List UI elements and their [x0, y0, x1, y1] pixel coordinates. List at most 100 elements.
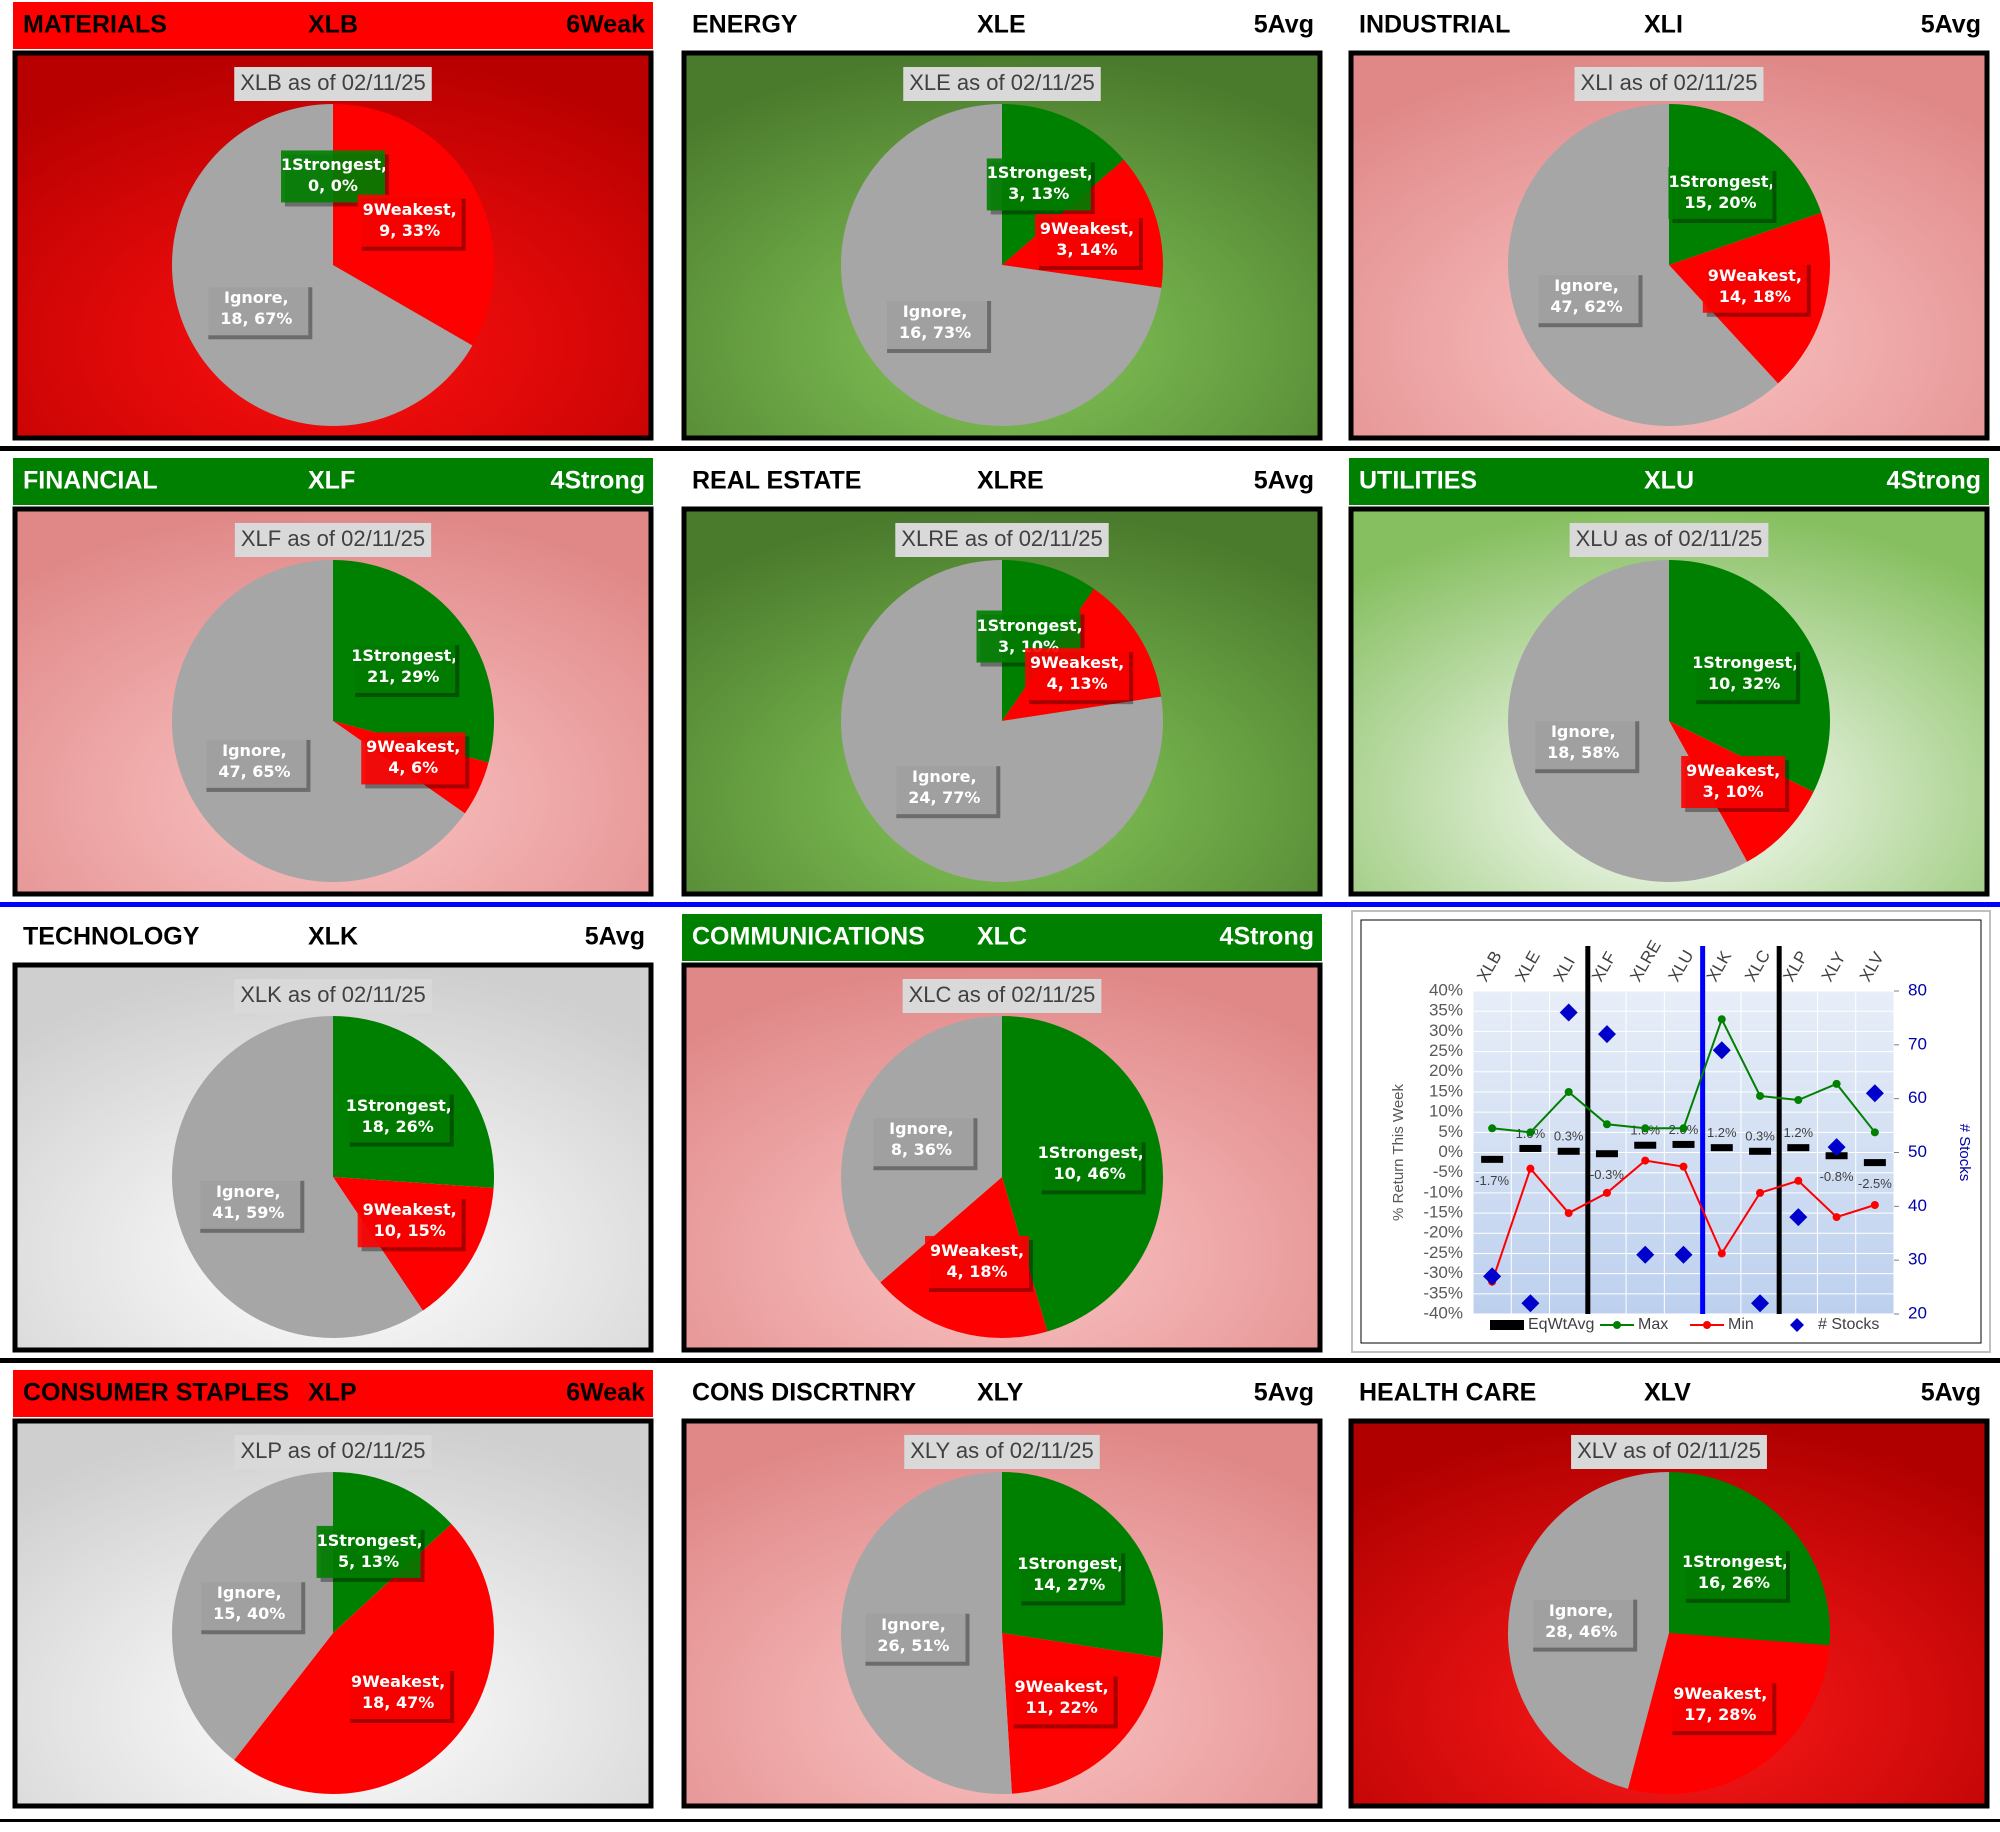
- label-box: [1534, 271, 1639, 324]
- label-box: [869, 1114, 974, 1167]
- separator: [0, 1819, 2000, 1822]
- diamond-marker: [1751, 1294, 1770, 1313]
- label-box: [925, 1235, 1030, 1288]
- data-label: Ignore, 15, 40%: [213, 1583, 286, 1624]
- data-label: 9Weakest, 17, 28%: [1673, 1684, 1768, 1725]
- title-box: [902, 979, 1102, 1013]
- data-label-frame: 1Strongest, 5, 13%: [316, 1530, 421, 1571]
- label-box: [202, 735, 307, 788]
- header-bar: [13, 914, 653, 961]
- data-label-frame: 9Weakest, 11, 22%: [1015, 1677, 1109, 1717]
- separator: [0, 902, 2000, 907]
- chart-title: XLY as of 02/11/25: [910, 1438, 1093, 1463]
- label-box: [1025, 648, 1130, 701]
- chart-title: XLI as of 02/11/25: [1581, 70, 1758, 95]
- y-tick-label: 25%: [1429, 1041, 1463, 1060]
- label-box: [281, 150, 385, 203]
- diamond-marker: [1712, 1041, 1731, 1060]
- avg-marker: [1519, 1144, 1542, 1152]
- diamond-marker: [1674, 1245, 1693, 1264]
- label-box: [1009, 1672, 1114, 1725]
- line-point: [1832, 1213, 1841, 1222]
- rating: 5Avg: [1254, 11, 1314, 39]
- data-label: 1Strongest, 21, 29%: [351, 646, 456, 687]
- line-point: [1870, 1128, 1879, 1137]
- y2-tick-label: 30: [1908, 1250, 1927, 1269]
- data-label: 9Weakest, 10, 15%: [362, 1200, 457, 1241]
- label-box: [1034, 214, 1139, 267]
- line-point: [1526, 1128, 1535, 1137]
- diamond-marker: [1636, 1245, 1655, 1264]
- data-label: 1Strongest, 10, 32%: [1692, 653, 1797, 694]
- header-bar: [682, 2, 1322, 49]
- header-bar: [682, 1370, 1322, 1417]
- chart-title: XLF as of 02/11/25: [241, 526, 425, 551]
- y2-tick-label: 50: [1908, 1142, 1927, 1161]
- rating: 6Weak: [566, 1379, 645, 1407]
- label-box: [1531, 717, 1636, 770]
- y-tick-label: -10%: [1423, 1182, 1463, 1201]
- y2-tick-label: 40: [1908, 1196, 1927, 1215]
- line-point: [1564, 1087, 1573, 1096]
- legend-key: [1490, 1320, 1524, 1330]
- data-label-frame: 9Weakest, 17, 28%: [1673, 1684, 1768, 1725]
- label-box: [351, 641, 456, 694]
- avg-marker: [1557, 1147, 1580, 1155]
- line-point: [1641, 1156, 1650, 1165]
- avg-marker: [1634, 1141, 1657, 1149]
- y-tick-label: 5%: [1438, 1122, 1463, 1141]
- ticker: XLK: [308, 923, 358, 951]
- chart-title: XLE as of 02/11/25: [909, 70, 1095, 95]
- data-label: 1Strongest, 14, 27%: [1017, 1554, 1122, 1595]
- value-label: 1.2%: [1783, 1125, 1813, 1140]
- label-box: [892, 762, 997, 815]
- ticker: XLRE: [977, 467, 1044, 495]
- line-point: [1679, 1124, 1688, 1133]
- value-label: -0.8%: [1820, 1169, 1854, 1184]
- data-label: 9Weakest, 18, 47%: [351, 1671, 446, 1712]
- data-label: 9Weakest, 3, 10%: [1686, 761, 1781, 801]
- label-box: [1668, 1679, 1773, 1732]
- header-bar: [13, 1370, 653, 1417]
- ticker: XLY: [977, 1379, 1024, 1407]
- title-box: [1571, 1435, 1767, 1469]
- chart-frame-inner: [1360, 919, 1982, 1344]
- data-label: 9Weakest, 3, 14%: [1039, 219, 1135, 260]
- label-box: [1529, 1595, 1634, 1648]
- title-box: [903, 67, 1101, 101]
- diamond-marker: [1483, 1267, 1502, 1286]
- data-label-frame: Ignore, 18, 58%: [1547, 722, 1619, 762]
- data-label: Ignore, 18, 67%: [220, 288, 293, 329]
- rating: 5Avg: [1254, 1379, 1314, 1407]
- diamond-marker: [1597, 1025, 1616, 1044]
- label-box: [1702, 260, 1807, 313]
- data-label-frame: Ignore, 15, 40%: [213, 1583, 286, 1624]
- y-tick-label: -30%: [1423, 1263, 1463, 1282]
- chart-title: XLRE as of 02/11/25: [901, 526, 1102, 551]
- label-box: [1681, 756, 1786, 809]
- legend-key: [1613, 1321, 1621, 1329]
- line-point: [1870, 1200, 1879, 1209]
- data-label-frame: 9Weakest, 14, 18%: [1708, 266, 1802, 306]
- header-bar: [13, 458, 653, 505]
- ticker: XLE: [977, 11, 1026, 39]
- data-label-frame: 1Strongest, 14, 27%: [1017, 1554, 1122, 1595]
- data-label: 1Strongest, 18, 26%: [345, 1095, 450, 1136]
- data-label-frame: 1Strongest, 10, 32%: [1692, 653, 1797, 694]
- title-box: [234, 67, 432, 101]
- y-tick-label: -25%: [1423, 1243, 1463, 1262]
- value-label: -0.3%: [1590, 1167, 1624, 1182]
- data-label-frame: 9Weakest, 3, 10%: [1686, 761, 1781, 801]
- y-tick-label: -15%: [1423, 1203, 1463, 1222]
- chart-title: XLU as of 02/11/25: [1576, 526, 1763, 551]
- avg-marker: [1787, 1144, 1810, 1152]
- label-box: [357, 194, 462, 247]
- separator: [0, 1358, 2000, 1363]
- rating: 6Weak: [566, 11, 645, 39]
- data-label: 1Strongest, 5, 13%: [316, 1530, 421, 1571]
- pie-slice: [171, 104, 473, 426]
- data-label: 9Weakest, 9, 33%: [362, 199, 457, 240]
- sector-name: MATERIALS: [23, 11, 167, 39]
- label-box: [197, 1578, 302, 1631]
